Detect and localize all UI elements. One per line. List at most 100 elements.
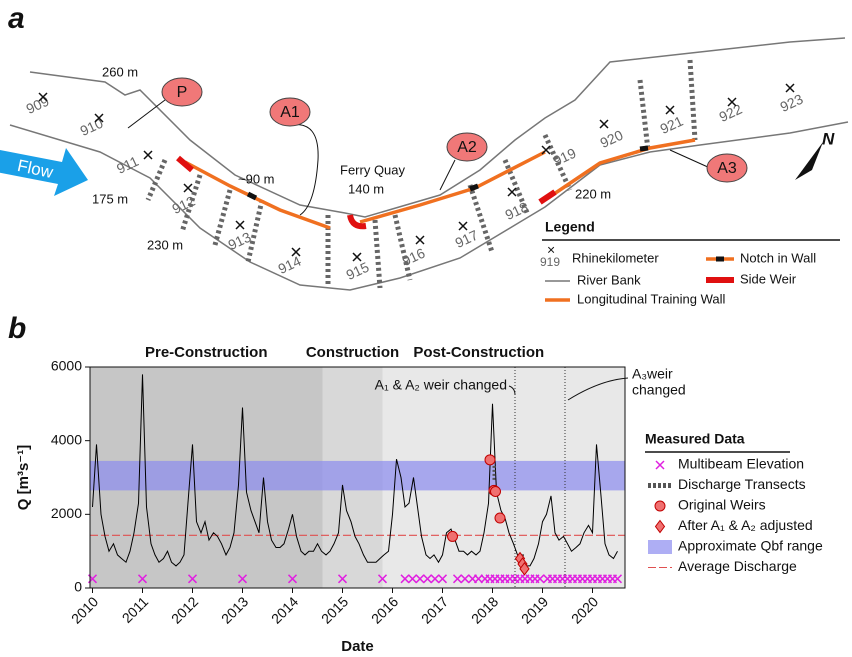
km-marker (599, 119, 609, 129)
km-label: 921 (657, 113, 685, 137)
annotation-label: changed (632, 382, 686, 398)
x-tick-label: 2018 (468, 593, 501, 626)
multibeam-marker (473, 574, 484, 584)
north-arrow: N (795, 129, 835, 180)
weir-marker (484, 454, 496, 466)
distance: 260 m (102, 64, 138, 79)
distance: ~90 m (238, 171, 275, 186)
y-tick-label: 2000 (51, 505, 82, 521)
km-label: 915 (343, 259, 371, 283)
multibeam-marker (337, 574, 348, 584)
period-label: Pre-Construction (145, 344, 268, 361)
callouts (127, 77, 748, 216)
multibeam-marker (400, 574, 410, 584)
callout-label: A3 (717, 160, 737, 177)
transects (145, 59, 698, 289)
km-label: 919 (550, 145, 578, 169)
km-marker (183, 183, 193, 193)
period-label: Construction (306, 344, 399, 361)
multibeam-marker (655, 460, 665, 470)
legend-item: River Bank (577, 272, 641, 287)
km-marker (235, 220, 245, 230)
flow-arrow: Flow (0, 148, 88, 196)
legend-km: 919 (540, 255, 560, 269)
y-tick-label: 4000 (51, 431, 82, 447)
multibeam-marker (237, 574, 248, 584)
multibeam-marker (430, 574, 440, 584)
km-marker (94, 113, 104, 123)
legend-label: Multibeam Elevation (678, 456, 804, 472)
river-bank (9, 121, 849, 291)
x-tick-label: 2013 (218, 593, 251, 626)
km-marker (507, 187, 517, 197)
km-label: 918 (502, 199, 530, 223)
km-label: 910 (77, 115, 105, 139)
x-tick-label: 2014 (268, 593, 301, 626)
y-tick-label: 0 (74, 579, 82, 595)
legend-label: Discharge Transects (678, 476, 806, 492)
legend-marker: × (547, 242, 555, 258)
x-tick-label: 2016 (368, 593, 401, 626)
annotation-leader (567, 377, 629, 401)
multibeam-marker (422, 574, 433, 584)
notch (246, 145, 649, 201)
x-tick-label: 2012 (168, 593, 201, 626)
km-marker (291, 247, 301, 257)
legend-label: Original Weirs (678, 497, 766, 513)
discharge-chart: Pre-Construction Construction Post-Constru… (15, 344, 823, 655)
weir-marker (654, 500, 666, 512)
legend-title: Legend (545, 219, 595, 235)
multibeam-marker (377, 574, 388, 584)
multibeam-marker (460, 574, 470, 584)
map-legend: Legend × 919 Rhinekilometer River Bank L… (538, 218, 842, 314)
callout-label: A2 (457, 139, 477, 156)
annotation-leader (508, 385, 516, 396)
km-marker (458, 221, 468, 231)
km-marker (352, 252, 362, 262)
multibeam-marker (612, 574, 623, 584)
km-marker (38, 92, 48, 102)
legend-label: Approximate Qbf range (678, 538, 823, 554)
legend-item: Longitudinal Training Wall (577, 291, 725, 306)
legend-item: Notch in Wall (740, 250, 816, 265)
km-marker (143, 150, 153, 160)
legend-label: After A₁ & A₂ adjusted (678, 517, 813, 533)
river-map (9, 37, 849, 291)
km-marker (727, 97, 737, 107)
callout-label: A1 (280, 104, 300, 121)
annotation-label: A₁ & A₂ weir changed (375, 377, 507, 393)
legend-title: Measured Data (645, 431, 745, 447)
multibeam-marker (535, 574, 545, 584)
distance: 220 m (575, 186, 611, 201)
adjusted-marker (654, 519, 666, 534)
x-tick-label: 2019 (518, 593, 551, 626)
km-marker (665, 105, 675, 115)
km-marker (785, 83, 795, 93)
callout-label: P (177, 84, 188, 101)
x-axis-label: Date (341, 638, 374, 655)
x-tick-label: 2011 (119, 593, 152, 626)
x-tick-label: 2017 (418, 593, 451, 626)
annotation-label: A₃weir (632, 366, 673, 382)
x-tick-label: 2020 (568, 593, 601, 626)
distance: 175 m (92, 191, 128, 206)
x-tick-label: 2015 (318, 593, 351, 626)
side-weir (176, 155, 557, 230)
period-label: Post-Construction (413, 344, 544, 361)
weir-marker (447, 530, 458, 542)
km-label: 909 (23, 93, 51, 117)
panel-label: a (8, 2, 25, 35)
weir-marker (490, 485, 501, 497)
km-marker (415, 235, 425, 245)
km-label: 923 (777, 91, 805, 115)
multibeam-marker (187, 574, 198, 584)
multibeam-marker (137, 574, 148, 584)
river-bank (29, 37, 846, 218)
weir-marker (494, 512, 506, 524)
multibeam-marker (452, 574, 463, 584)
km-label: 920 (597, 127, 625, 151)
ferry-label: Ferry Quay (340, 162, 406, 177)
km-marker (541, 145, 551, 155)
km-label: 912 (169, 193, 197, 217)
